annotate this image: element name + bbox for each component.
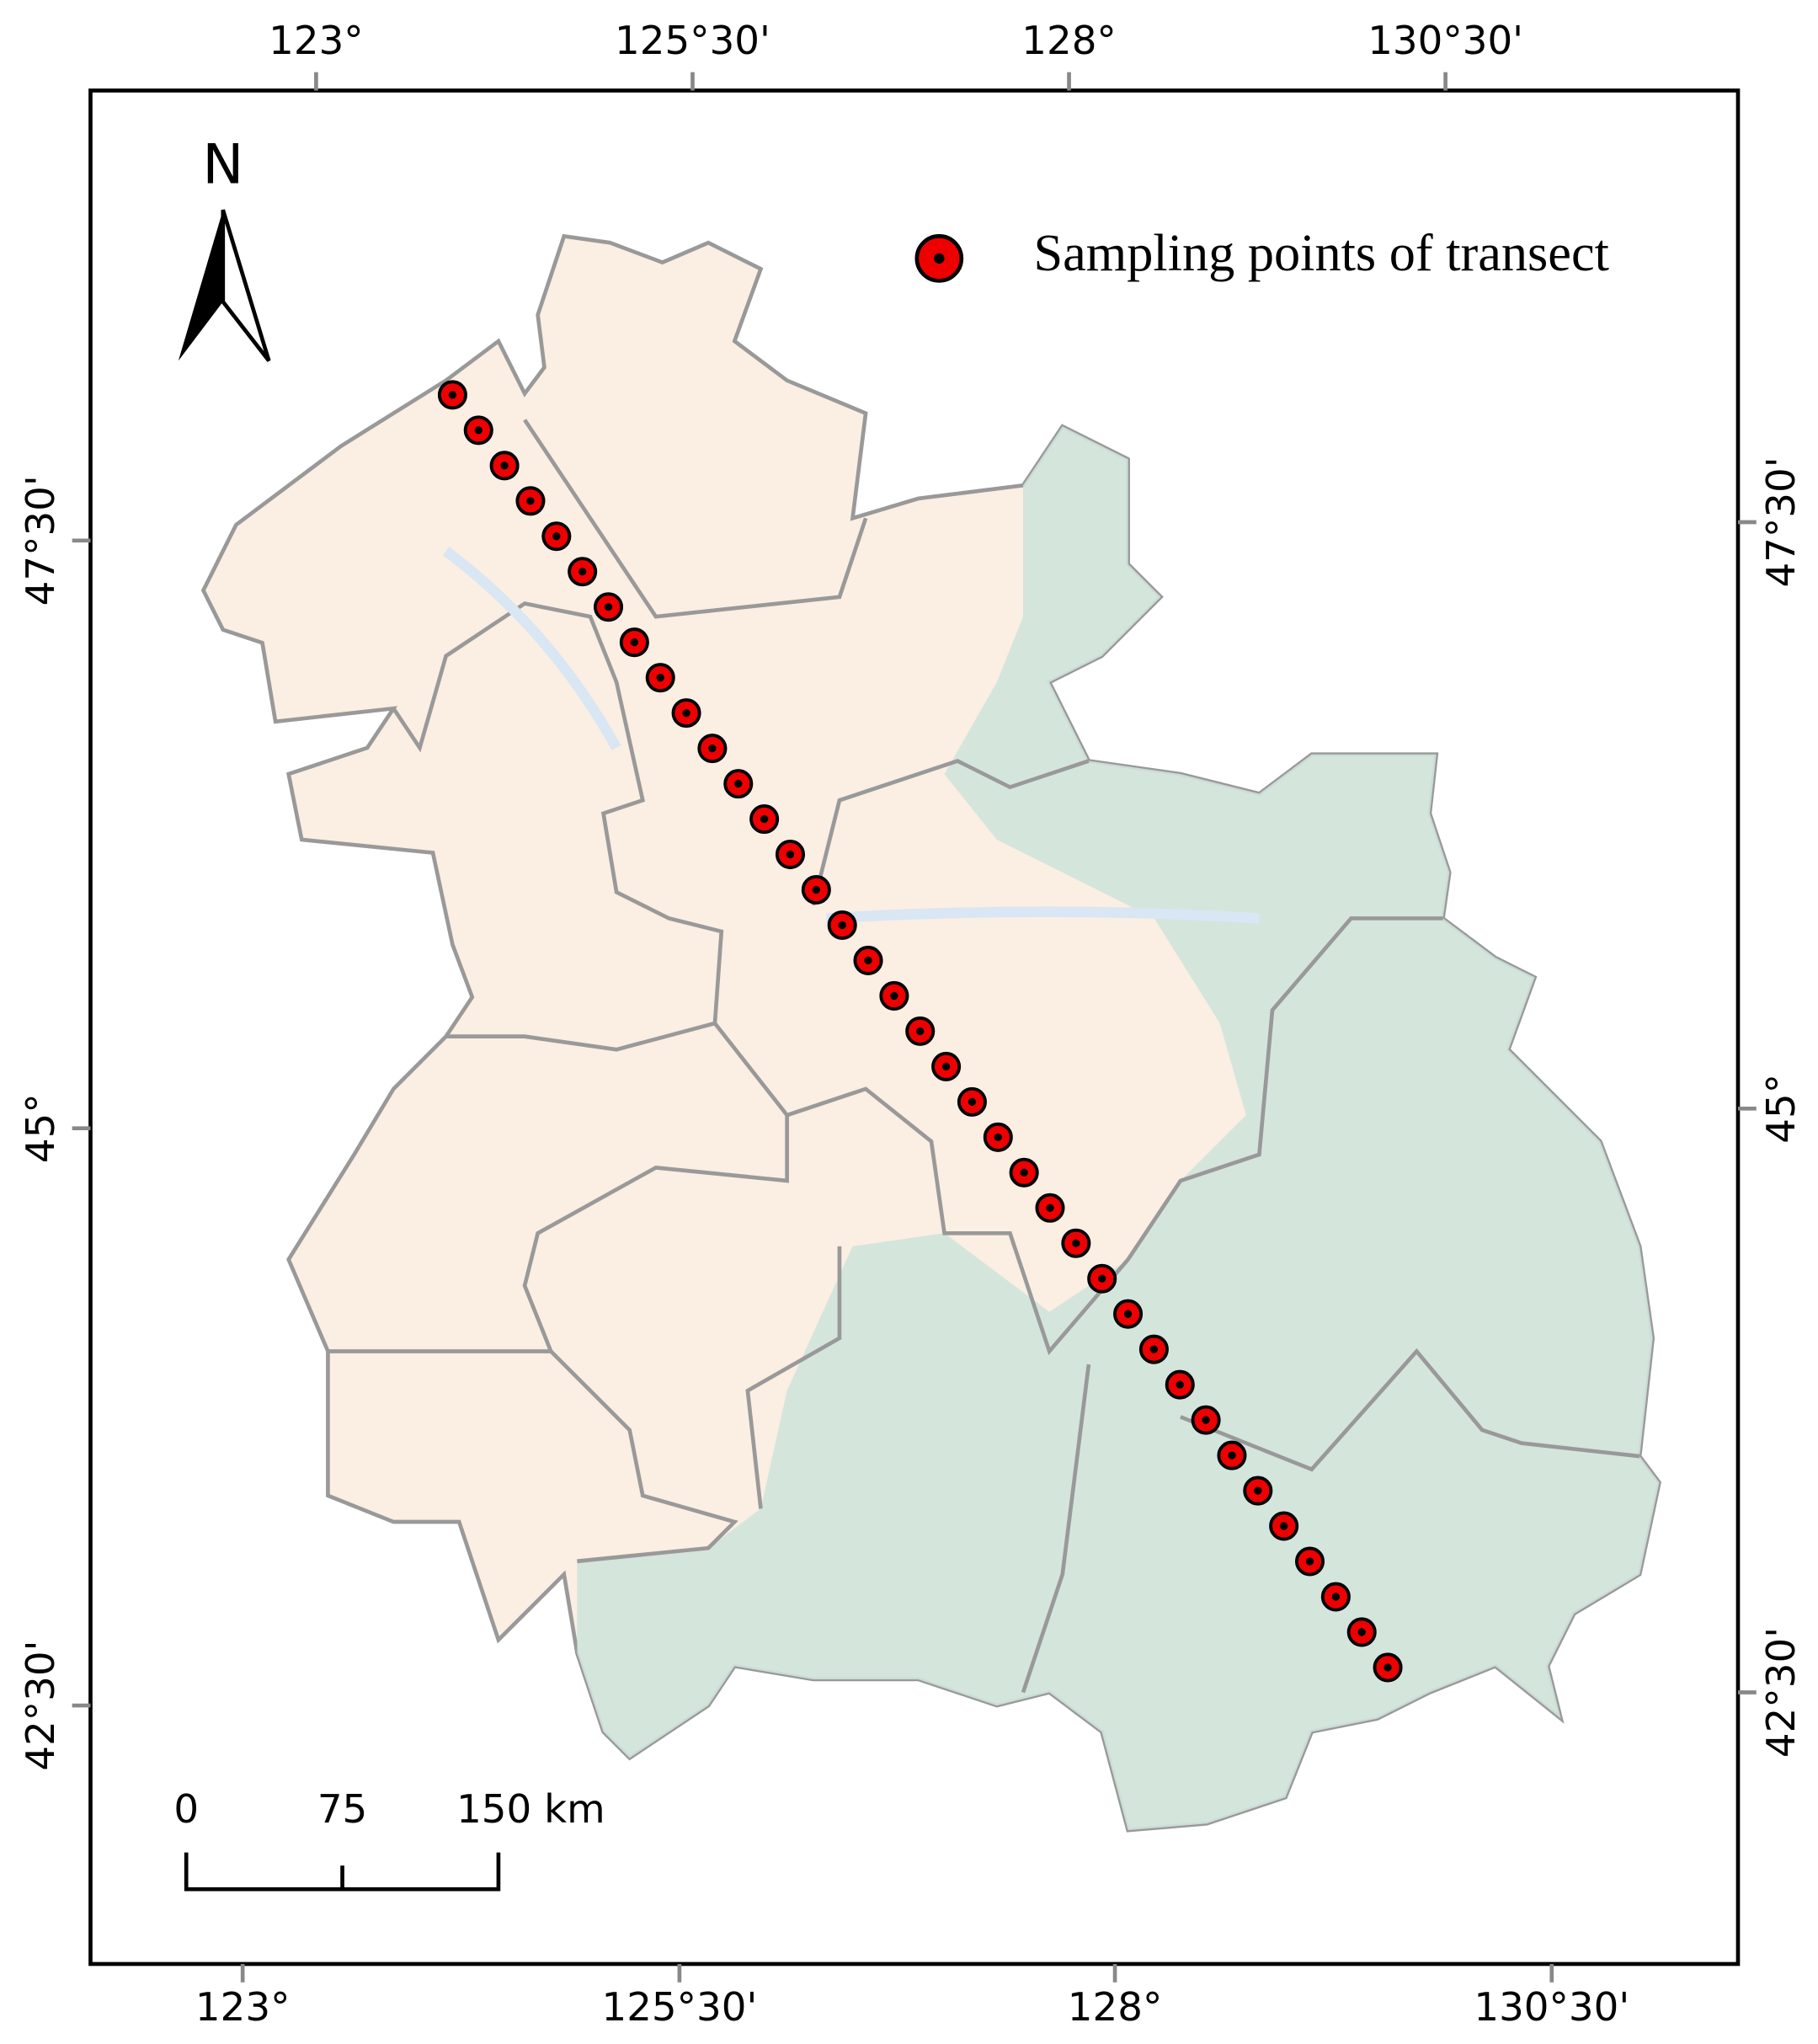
sampling-point bbox=[656, 673, 664, 682]
sampling-point bbox=[812, 885, 821, 894]
north-label: N bbox=[202, 132, 243, 196]
boundary bbox=[745, 1246, 842, 1509]
map-frame bbox=[88, 88, 1741, 1967]
graticule-ticks bbox=[72, 72, 1757, 1983]
sampling-point bbox=[1383, 1663, 1392, 1672]
sampling-point bbox=[1254, 1486, 1262, 1495]
boundary bbox=[1021, 1364, 1091, 1694]
bottom-label: 130°30' bbox=[1474, 1985, 1629, 2031]
boundary bbox=[392, 601, 724, 1052]
north-arrow bbox=[221, 209, 271, 362]
left-label: 45° bbox=[19, 1093, 64, 1163]
boundary bbox=[811, 758, 1090, 906]
top-label: 130°30' bbox=[1367, 19, 1523, 64]
top-label: 128° bbox=[1021, 19, 1117, 64]
bottom-label: 125°30' bbox=[601, 1985, 757, 2031]
sampling-point bbox=[838, 921, 846, 930]
bottom-label: 128° bbox=[1068, 1985, 1163, 2031]
right-label: 47°30' bbox=[1759, 456, 1805, 587]
sampling-point bbox=[708, 744, 717, 753]
sampling-point bbox=[526, 497, 535, 505]
boundary bbox=[1180, 1348, 1640, 1472]
boundary bbox=[549, 1349, 738, 1564]
legend-label: Sampling points of transect bbox=[1033, 224, 1608, 282]
sampling-point bbox=[760, 814, 769, 824]
sampling-point bbox=[1020, 1168, 1028, 1177]
sampling-point bbox=[734, 779, 743, 788]
sampling-point bbox=[968, 1097, 977, 1107]
sampling-point bbox=[552, 532, 561, 541]
forest-area bbox=[577, 426, 1660, 1831]
sampling-point bbox=[1072, 1239, 1080, 1247]
sampling-point bbox=[1228, 1451, 1236, 1460]
sampling-point bbox=[1046, 1203, 1054, 1212]
sampling-point bbox=[630, 638, 639, 647]
boundary bbox=[786, 916, 1443, 1356]
sampling-point bbox=[1149, 1345, 1159, 1353]
legend-symbol bbox=[934, 253, 945, 264]
top-label: 123° bbox=[269, 19, 364, 64]
river bbox=[442, 547, 1260, 924]
sampling-point bbox=[1098, 1274, 1106, 1283]
scale-label: 150 km bbox=[456, 1787, 605, 1833]
boundaries bbox=[328, 419, 1640, 1694]
sampling-point bbox=[604, 603, 613, 611]
transect-points bbox=[437, 380, 1403, 1683]
boundary bbox=[523, 419, 868, 619]
right-label: 45° bbox=[1759, 1074, 1805, 1144]
sampling-point bbox=[1123, 1310, 1133, 1318]
sampling-point bbox=[1305, 1557, 1314, 1566]
sampling-point bbox=[941, 1062, 951, 1071]
sampling-point bbox=[994, 1133, 1002, 1141]
sampling-point bbox=[864, 956, 872, 965]
sampling-point bbox=[500, 462, 509, 470]
sampling-point bbox=[890, 991, 898, 1001]
sampling-point bbox=[1331, 1593, 1341, 1601]
sampling-point bbox=[682, 708, 690, 718]
scale-label: 75 bbox=[317, 1787, 367, 1833]
sampling-point bbox=[1202, 1416, 1210, 1424]
sampling-point bbox=[448, 391, 457, 399]
sampling-point bbox=[578, 568, 587, 576]
sampling-point bbox=[1357, 1628, 1366, 1636]
sampling-point bbox=[1176, 1380, 1184, 1389]
sampling-point bbox=[916, 1027, 925, 1036]
left-label: 47°30' bbox=[19, 475, 64, 606]
bottom-label: 123° bbox=[195, 1985, 291, 2031]
sampling-point bbox=[786, 850, 795, 859]
right-label: 42°30' bbox=[1759, 1627, 1805, 1758]
top-label: 125°30' bbox=[615, 19, 770, 64]
sampling-point bbox=[474, 426, 482, 435]
boundary bbox=[328, 1022, 789, 1353]
scale-label: 0 bbox=[173, 1787, 199, 1833]
left-label: 42°30' bbox=[19, 1641, 64, 1771]
sampling-point bbox=[1279, 1522, 1288, 1530]
